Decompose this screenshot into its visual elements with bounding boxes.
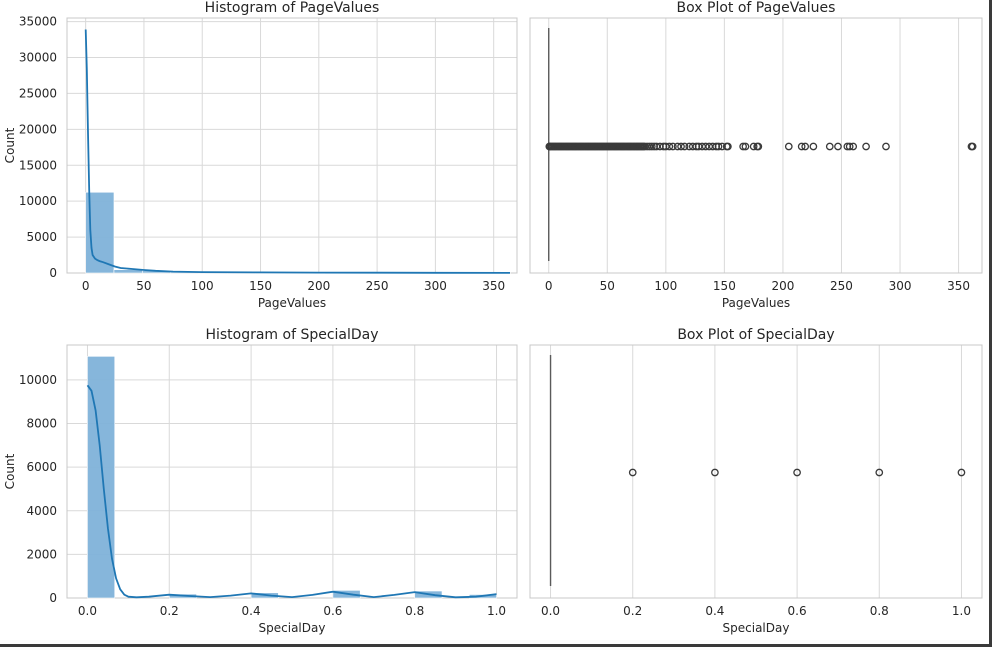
outlier-point	[714, 142, 723, 151]
x-tick-label: 350	[482, 279, 505, 293]
x-tick-label: 300	[889, 279, 912, 293]
y-tick-label: 0	[49, 591, 57, 605]
outlier-point	[628, 468, 637, 477]
y-tick-label: 0	[49, 266, 57, 280]
x-tick-label: 0.6	[788, 604, 807, 618]
y-tick-label: 8000	[26, 417, 57, 431]
window-edge-bottom	[0, 644, 992, 647]
kde-curve	[84, 29, 511, 274]
y-axis-label: Count	[3, 127, 17, 163]
outlier-point	[793, 468, 801, 477]
x-tick-label: 150	[713, 279, 736, 293]
y-axis-label: Count	[3, 453, 17, 489]
x-axis-label: SpecialDay	[723, 621, 790, 635]
outlier-point	[677, 142, 685, 151]
chart-panel-4	[529, 344, 983, 599]
chart-title: Box Plot of SpecialDay	[677, 327, 834, 343]
outlier-point	[882, 142, 890, 151]
x-tick-label: 50	[136, 279, 151, 293]
x-tick-label: 0.0	[541, 604, 560, 618]
x-axis-label: PageValues	[258, 296, 326, 310]
y-tick-label: 15000	[19, 158, 57, 172]
plot-frame	[66, 17, 518, 274]
x-tick-label: 1.0	[487, 604, 506, 618]
x-tick-label: 0.8	[405, 604, 424, 618]
outlier-point	[849, 142, 858, 151]
outlier-point	[749, 142, 758, 151]
x-tick-label: 100	[191, 279, 214, 293]
x-tick-label: 0.2	[160, 604, 179, 618]
x-tick-label: 0.2	[623, 604, 642, 618]
y-tick-label: 2000	[26, 547, 57, 561]
chart-panel-1	[66, 17, 518, 274]
outlier-point	[665, 142, 674, 151]
x-tick-label: 0.4	[705, 604, 724, 618]
y-tick-label: 25000	[19, 86, 57, 100]
chart-title: Box Plot of PageValues	[677, 0, 836, 16]
y-tick-label: 30000	[19, 51, 57, 65]
chart-panel-2	[529, 17, 983, 274]
x-tick-label: 350	[947, 279, 970, 293]
x-tick-label: 200	[307, 279, 330, 293]
x-axis-label: PageValues	[722, 296, 790, 310]
chart-panel-3	[66, 344, 518, 599]
outlier-point	[724, 142, 732, 151]
x-tick-label: 250	[366, 279, 389, 293]
x-tick-label: 250	[830, 279, 853, 293]
plot-frame	[529, 17, 983, 274]
plot-frame	[66, 344, 518, 599]
x-tick-label: 0.0	[78, 604, 97, 618]
outlier-point	[834, 142, 842, 151]
outlier-point	[968, 142, 977, 151]
outlier-point	[669, 142, 677, 151]
plot-frame	[529, 344, 983, 599]
outlier-point	[647, 142, 656, 151]
outlier-point	[862, 142, 870, 151]
y-tick-label: 10000	[19, 373, 57, 387]
outlier-point	[784, 142, 793, 151]
y-tick-label: 5000	[26, 230, 57, 244]
outlier-point	[741, 142, 750, 151]
chart-title: Histogram of SpecialDay	[205, 327, 378, 343]
x-tick-label: 0.8	[870, 604, 889, 618]
x-tick-label: 100	[654, 279, 677, 293]
window-edge-right	[989, 0, 992, 647]
y-tick-label: 35000	[19, 15, 57, 29]
outlier-point	[739, 142, 747, 151]
x-tick-label: 0	[545, 279, 553, 293]
y-tick-label: 10000	[19, 194, 57, 208]
outlier-point	[845, 142, 854, 151]
outlier-point	[825, 142, 834, 151]
outlier-point	[754, 142, 763, 151]
x-tick-label: 150	[249, 279, 272, 293]
x-tick-label: 0.6	[323, 604, 342, 618]
x-tick-label: 300	[424, 279, 447, 293]
outlier-point	[711, 468, 719, 477]
x-tick-label: 0.4	[242, 604, 261, 618]
y-tick-label: 6000	[26, 460, 57, 474]
outlier-point	[797, 142, 806, 151]
outlier-point	[801, 142, 810, 151]
chart-title: Histogram of PageValues	[205, 0, 380, 16]
outlier-point	[875, 468, 884, 477]
outlier-point	[809, 142, 818, 151]
x-tick-label: 50	[600, 279, 615, 293]
outlier-point	[957, 468, 966, 477]
y-tick-label: 4000	[26, 504, 57, 518]
outlier-point	[680, 142, 689, 151]
x-tick-label: 1.0	[952, 604, 971, 618]
x-tick-label: 200	[771, 279, 794, 293]
kde-curve	[86, 384, 497, 599]
x-axis-label: SpecialDay	[259, 621, 326, 635]
x-tick-label: 0	[82, 279, 90, 293]
y-tick-label: 20000	[19, 122, 57, 136]
